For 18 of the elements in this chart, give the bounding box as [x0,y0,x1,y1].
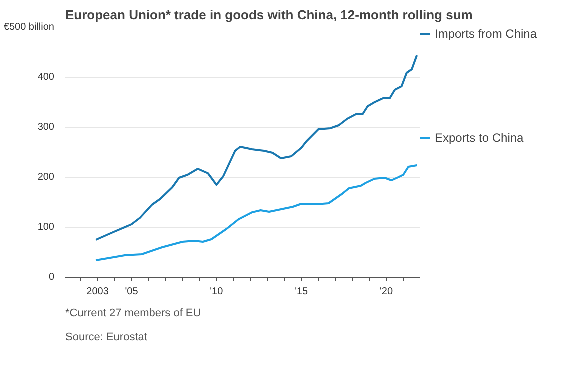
y-tick-label: 300 [38,122,55,133]
text: *Current 27 members of EU [66,308,202,320]
y-tick-label: 0 [48,272,55,283]
y-tick-label: 100 [38,222,55,233]
line-series [95,54,418,241]
x-tick-label: '05 [125,286,139,298]
line-series [95,164,418,262]
chart-title: European Union* trade in goods with China, 12-month rolling sum [66,8,473,22]
x-tick-label: '15 [295,286,309,298]
y-tick-label: €500 billion [4,22,55,33]
source-note: Source: Eurostat [66,332,148,344]
x-tick-label: 2003 [86,286,110,298]
y-tick-label: 400 [38,72,55,83]
legend-label: Exports to China [435,131,524,145]
x-tick-label: '20 [380,286,394,298]
y-tick-label: 200 [38,172,55,183]
x-tick-label: '10 [210,286,224,298]
legend-label: Imports from China [435,27,538,41]
